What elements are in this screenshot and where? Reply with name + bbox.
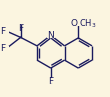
Bar (2, 29, 9, 33)
Bar (47, 78, 54, 83)
Text: F: F (0, 27, 5, 36)
Bar (74, 21, 82, 26)
Text: CH$_3$: CH$_3$ (79, 17, 96, 30)
Text: F: F (18, 24, 23, 33)
Text: F: F (48, 77, 53, 86)
Text: N: N (47, 31, 54, 40)
Bar (17, 21, 24, 26)
Text: O: O (70, 19, 77, 28)
Bar (2, 46, 9, 51)
Text: F: F (0, 44, 5, 53)
Bar (47, 32, 55, 38)
